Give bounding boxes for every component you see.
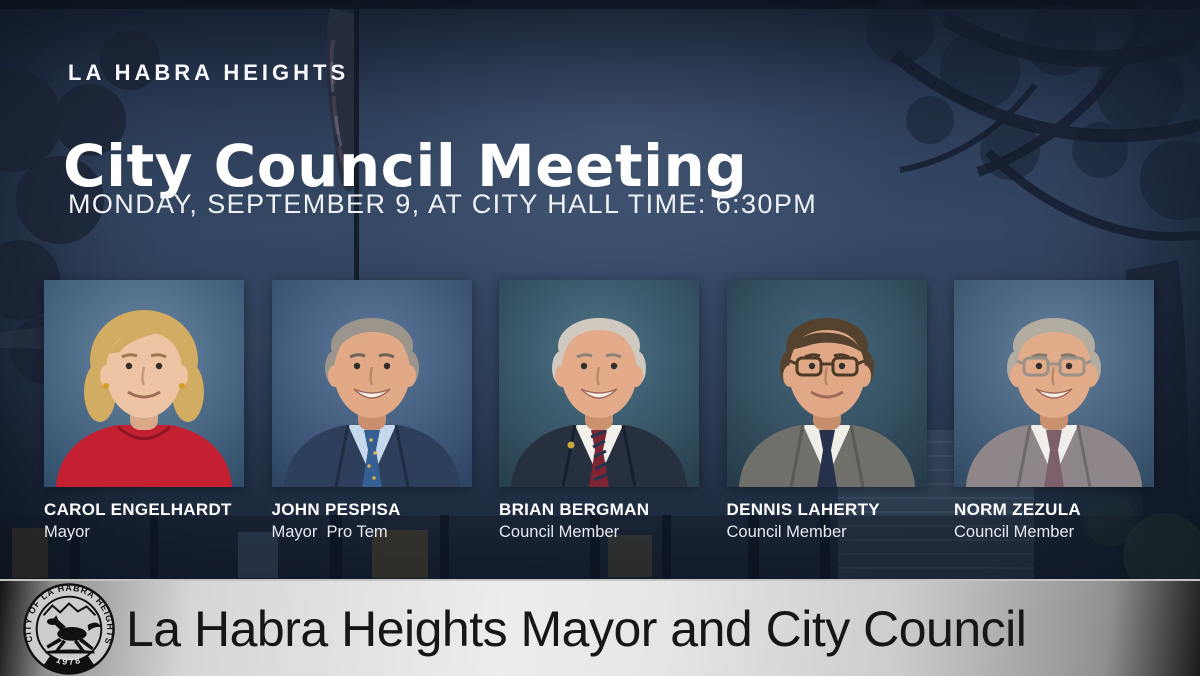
flagpole-decor [354, 0, 359, 280]
top-edge-shade [0, 0, 1200, 9]
member-card: NORM ZEZULA Council Member [954, 280, 1154, 542]
meeting-datetime-subtitle: MONDAY, SEPTEMBER 9, AT CITY HALL TIME: … [68, 189, 818, 219]
member-name: DENNIS LAHERTY [726, 500, 880, 519]
member-portrait-photo [499, 280, 699, 487]
member-name: BRIAN BERGMAN [499, 500, 650, 519]
member-caption: NORM ZEZULA Council Member [954, 500, 1154, 542]
member-role: Council Member [499, 523, 620, 541]
member-card: JOHN PESPISA Mayor Pro Tem [271, 280, 472, 542]
member-role: Mayor Pro Tem [271, 523, 388, 541]
member-role: Council Member [726, 523, 847, 541]
building-decor [0, 515, 1200, 579]
bottom-banner: CITY OF LA HABRA HEIGHTS 1978 La Habra H… [0, 579, 1200, 676]
flag-decor [326, 0, 359, 280]
horse-icon [45, 614, 102, 653]
member-name: CAROL ENGELHARDT [44, 500, 232, 519]
member-role: Council Member [954, 523, 1075, 541]
member-name: JOHN PESPISA [271, 500, 401, 519]
member-caption: CAROL ENGELHARDT Mayor [44, 500, 244, 542]
seal-year-text: 1978 [55, 654, 81, 666]
member-caption: DENNIS LAHERTY Council Member [727, 500, 927, 542]
member-portrait-photo [44, 280, 244, 487]
member-name: NORM ZEZULA [954, 500, 1082, 519]
svg-text:1978: 1978 [55, 654, 83, 666]
member-card: DENNIS LAHERTY Council Member [726, 280, 927, 542]
member-card: BRIAN BERGMAN Council Member [499, 280, 699, 542]
member-role: Mayor [44, 523, 90, 541]
seal-bottom-band [43, 654, 95, 674]
mountains-icon [42, 601, 97, 616]
tree-branches-decor [890, 3, 1200, 241]
page-title: City Council Meeting [63, 131, 748, 200]
city-seal-logo: CITY OF LA HABRA HEIGHTS 1978 [23, 582, 115, 675]
council-members-row: CAROL ENGELHARDT Mayor JOHN PESPISA Mayor P… [44, 280, 1154, 542]
banner-title: La Habra Heights Mayor and City Council [126, 600, 1027, 657]
member-portrait-photo [954, 280, 1154, 487]
member-card: CAROL ENGELHARDT Mayor [44, 280, 244, 542]
member-caption: BRIAN BERGMAN Council Member [499, 500, 699, 542]
eyebrow-city-name: LA HABRA HEIGHTS [68, 60, 350, 85]
member-caption: JOHN PESPISA Mayor Pro Tem [272, 500, 472, 542]
tree-leaves-decor [866, 0, 1200, 220]
member-portrait-photo [726, 280, 927, 487]
member-portrait-photo [271, 280, 472, 487]
